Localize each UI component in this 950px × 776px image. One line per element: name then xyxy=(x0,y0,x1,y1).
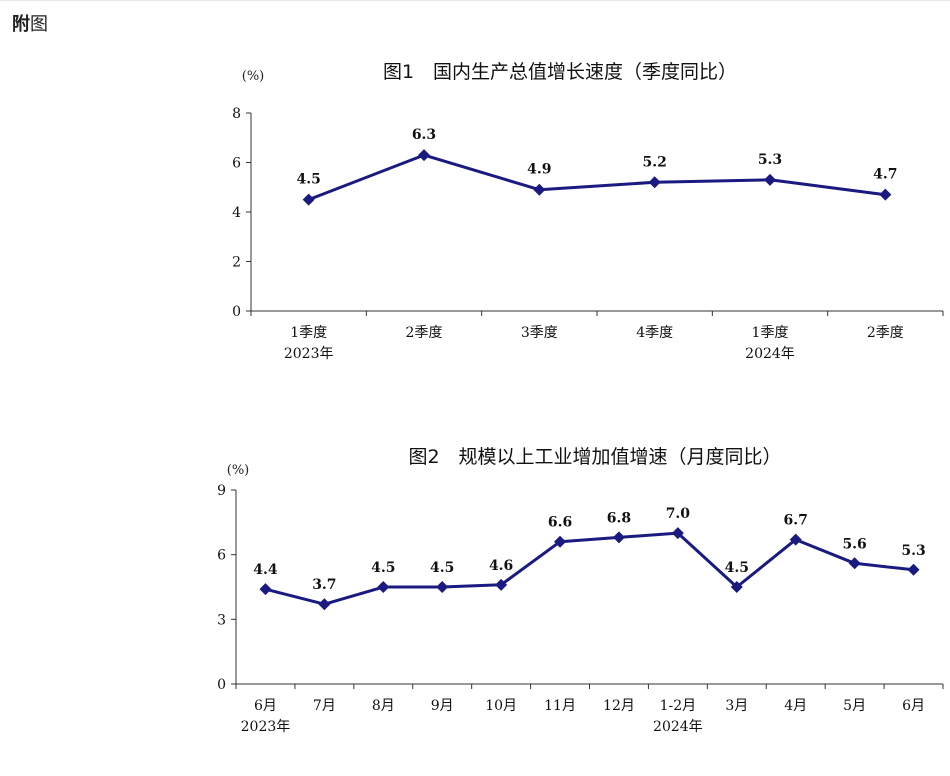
y-tick-label: 8 xyxy=(232,106,241,122)
data-point-marker xyxy=(879,188,892,201)
data-point-marker xyxy=(554,535,567,548)
x-tick-label: 6月 xyxy=(902,698,925,714)
x-tick-label: 6月 xyxy=(254,698,277,714)
y-unit-label: (%) xyxy=(227,463,250,478)
page-heading-bold: 附 xyxy=(12,14,30,35)
data-label: 4.6 xyxy=(489,558,513,574)
x-tick-label: 10月 xyxy=(485,698,517,714)
data-point-marker xyxy=(318,598,331,611)
data-point-marker xyxy=(436,581,449,593)
data-label: 4.9 xyxy=(527,162,551,178)
data-point-marker xyxy=(495,578,508,591)
data-point-marker xyxy=(418,149,430,162)
y-tick-label: 6 xyxy=(217,548,226,564)
data-label: 4.4 xyxy=(253,562,278,578)
y-tick-label: 9 xyxy=(217,483,226,499)
data-label: 4.5 xyxy=(430,560,454,576)
data-point-marker xyxy=(671,527,684,540)
x-tick-label: 1季度 xyxy=(290,325,327,341)
x-year-label: 2024年 xyxy=(745,346,795,362)
data-point-marker xyxy=(730,581,743,593)
data-label: 3.7 xyxy=(312,577,336,593)
series-line xyxy=(308,153,886,201)
data-label: 4.7 xyxy=(873,167,897,183)
data-label: 4.5 xyxy=(371,560,395,576)
data-point-marker xyxy=(848,557,861,570)
data-point-marker xyxy=(302,193,315,206)
x-tick-label: 3月 xyxy=(725,698,748,714)
data-label: 6.3 xyxy=(412,127,436,143)
y-tick-label: 0 xyxy=(217,677,226,693)
x-year-label: 2024年 xyxy=(653,719,703,735)
x-tick-label: 1-2月 xyxy=(660,698,697,714)
x-tick-label: 12月 xyxy=(603,698,635,714)
data-label: 6.6 xyxy=(548,515,572,531)
chart-title: 图2 规模以上工业增加值增速（月度同比） xyxy=(408,446,781,468)
data-label: 4.5 xyxy=(725,560,749,576)
y-tick-label: 2 xyxy=(232,255,241,271)
x-tick-label: 7月 xyxy=(313,698,336,714)
x-tick-label: 2季度 xyxy=(867,325,904,341)
data-label: 6.7 xyxy=(784,513,808,529)
y-unit-label: (%) xyxy=(242,69,265,84)
data-label: 5.3 xyxy=(758,152,782,168)
x-year-label: 2023年 xyxy=(241,719,291,735)
data-label: 5.2 xyxy=(642,154,666,170)
x-tick-label: 8月 xyxy=(372,698,395,714)
x-tick-label: 2季度 xyxy=(406,325,443,341)
y-tick-label: 6 xyxy=(232,156,241,172)
chart-title: 图1 国内生产总值增长速度（季度同比） xyxy=(383,61,737,83)
data-label: 5.6 xyxy=(842,536,866,552)
data-label: 5.3 xyxy=(901,543,925,559)
data-point-marker xyxy=(907,563,920,576)
x-tick-label: 4季度 xyxy=(636,325,673,341)
y-tick-label: 4 xyxy=(232,205,241,221)
page-heading: 附图 xyxy=(12,10,48,36)
x-tick-label: 4月 xyxy=(784,698,807,714)
x-tick-label: 1季度 xyxy=(752,325,789,341)
top-divider xyxy=(0,0,950,1)
data-label: 6.8 xyxy=(607,510,631,526)
x-tick-label: 3季度 xyxy=(521,325,558,341)
data-point-marker xyxy=(259,583,272,596)
page-heading-rest: 图 xyxy=(30,14,48,35)
x-tick-label: 11月 xyxy=(544,698,576,714)
data-point-marker xyxy=(533,183,546,196)
x-tick-label: 5月 xyxy=(843,698,866,714)
data-point-marker xyxy=(789,533,802,546)
data-label: 7.0 xyxy=(666,506,691,522)
x-year-label: 2023年 xyxy=(284,346,334,362)
x-tick-label: 9月 xyxy=(431,698,454,714)
data-point-marker xyxy=(764,173,776,186)
data-point-marker xyxy=(612,531,625,544)
series-line xyxy=(265,531,914,606)
data-label: 4.5 xyxy=(296,172,320,188)
data-point-marker xyxy=(377,581,390,593)
y-tick-label: 3 xyxy=(217,612,226,628)
data-point-marker xyxy=(648,176,661,189)
y-tick-label: 0 xyxy=(232,304,241,320)
